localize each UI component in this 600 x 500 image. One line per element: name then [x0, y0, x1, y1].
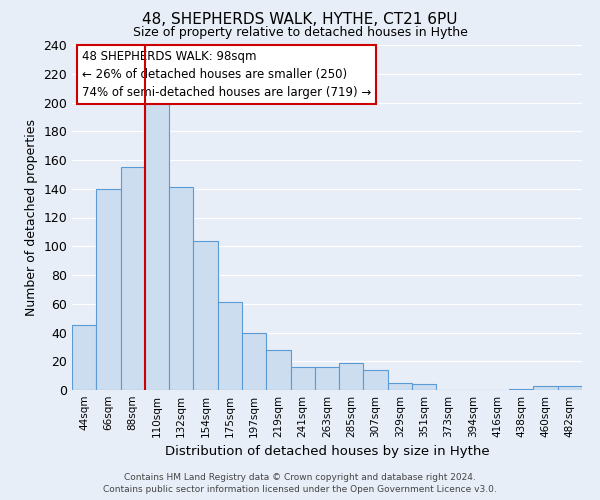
Bar: [339, 362, 364, 390]
Y-axis label: Number of detached properties: Number of detached properties: [25, 119, 38, 316]
Text: Size of property relative to detached houses in Hythe: Size of property relative to detached ho…: [133, 26, 467, 39]
Bar: [388, 383, 412, 390]
Text: Contains HM Land Registry data © Crown copyright and database right 2024.
Contai: Contains HM Land Registry data © Crown c…: [103, 472, 497, 494]
Bar: [193, 240, 218, 390]
Bar: [169, 188, 193, 390]
Bar: [412, 384, 436, 390]
Text: 48, SHEPHERDS WALK, HYTHE, CT21 6PU: 48, SHEPHERDS WALK, HYTHE, CT21 6PU: [142, 12, 458, 28]
Bar: [364, 370, 388, 390]
Text: 48 SHEPHERDS WALK: 98sqm
← 26% of detached houses are smaller (250)
74% of semi-: 48 SHEPHERDS WALK: 98sqm ← 26% of detach…: [82, 50, 371, 99]
Bar: [533, 386, 558, 390]
Bar: [315, 367, 339, 390]
Bar: [558, 386, 582, 390]
Bar: [96, 188, 121, 390]
Bar: [218, 302, 242, 390]
Bar: [290, 367, 315, 390]
Bar: [266, 350, 290, 390]
Bar: [72, 326, 96, 390]
Bar: [145, 102, 169, 390]
Bar: [121, 167, 145, 390]
X-axis label: Distribution of detached houses by size in Hythe: Distribution of detached houses by size …: [164, 446, 490, 458]
Bar: [509, 388, 533, 390]
Bar: [242, 332, 266, 390]
